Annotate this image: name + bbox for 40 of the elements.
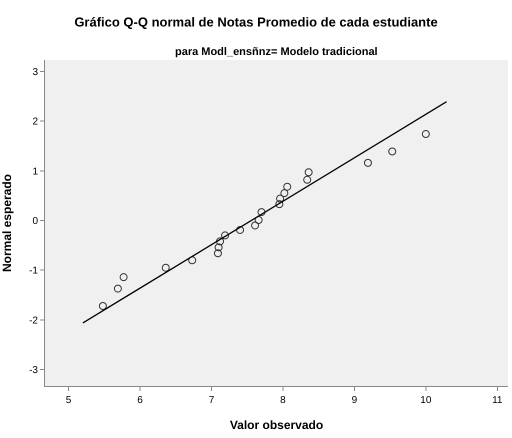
point <box>221 231 230 240</box>
y-tick-label: -3 <box>29 365 38 376</box>
x-tick-label: 6 <box>137 395 144 406</box>
x-axis-title: Valor observado <box>230 418 324 432</box>
point <box>214 243 223 252</box>
y-tick-label: 2 <box>32 116 38 128</box>
point <box>98 302 107 310</box>
point <box>188 256 196 264</box>
point <box>236 226 244 234</box>
point <box>275 200 284 208</box>
point <box>258 208 266 216</box>
point <box>280 189 288 198</box>
x-tick-label: 7 <box>208 395 215 406</box>
chart-subtitle: para Modl_ensñnz= Modelo tradicional <box>175 46 378 58</box>
point <box>162 264 170 272</box>
x-tick-label: 10 <box>420 395 432 406</box>
y-tick-label: 0 <box>32 216 38 228</box>
y-tick-label: -1 <box>29 266 38 277</box>
point <box>364 158 372 167</box>
point <box>254 216 263 224</box>
x-tick-label: 9 <box>352 395 358 406</box>
x-tick-label: 8 <box>280 395 286 406</box>
point <box>120 273 128 282</box>
y-tick-label: -2 <box>29 315 38 326</box>
point <box>283 182 292 191</box>
point <box>114 284 122 293</box>
point <box>303 176 312 184</box>
point <box>422 130 430 138</box>
x-tick-label: 5 <box>66 395 72 406</box>
point <box>388 147 396 156</box>
x-tick-label: 11 <box>492 395 503 406</box>
point <box>276 194 284 203</box>
y-axis-title: Normal esperado <box>0 174 14 272</box>
chart-title: Gráfico Q-Q normal de Notas Promedio de cada estudiante <box>74 14 438 30</box>
y-tick-label: 1 <box>32 166 38 178</box>
point <box>251 221 260 230</box>
point <box>216 237 224 246</box>
y-tick-label: 3 <box>32 66 38 78</box>
point <box>304 168 313 176</box>
point <box>214 249 222 258</box>
